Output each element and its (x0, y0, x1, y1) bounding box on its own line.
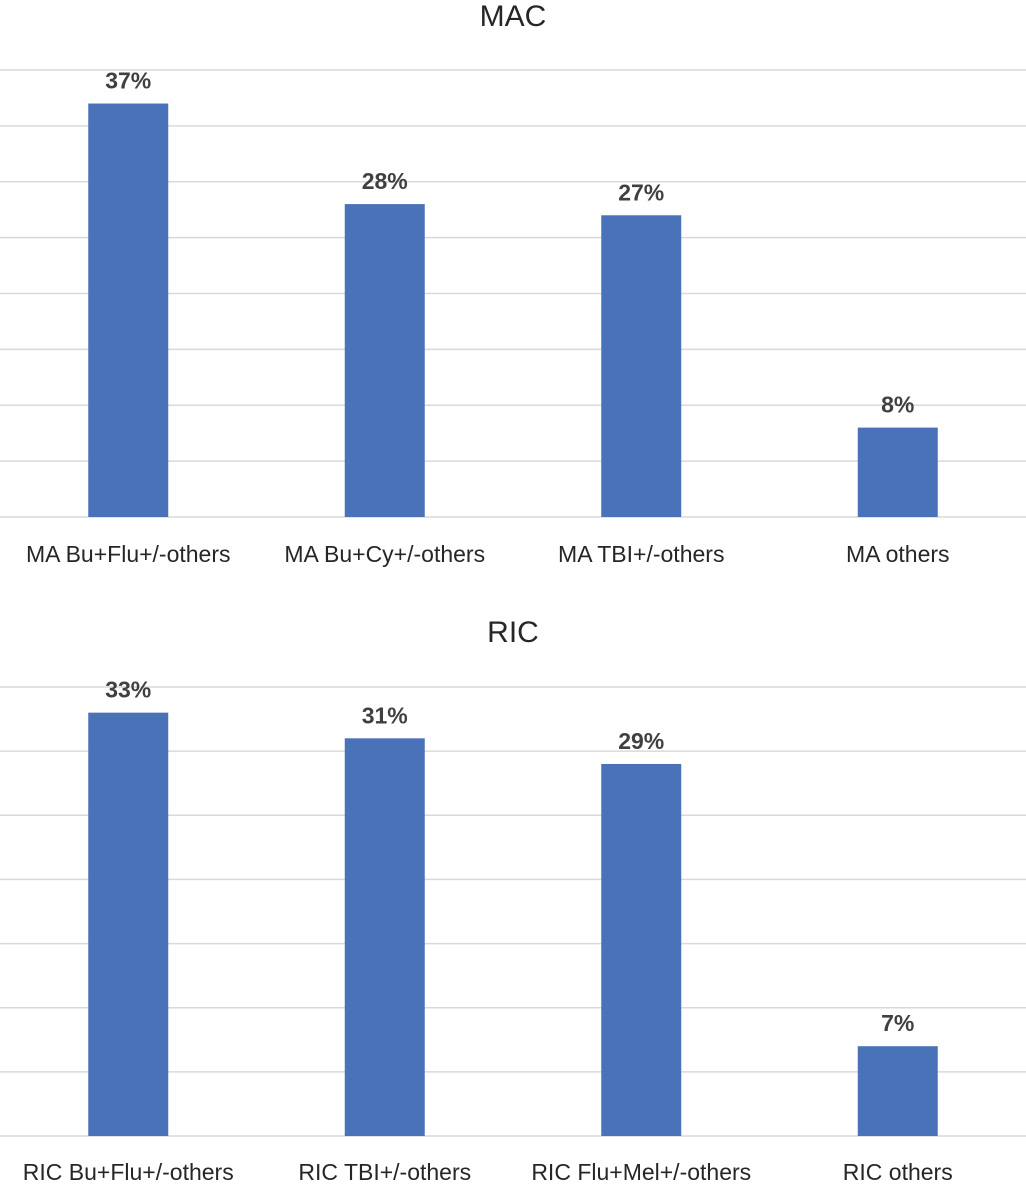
bar-value-label: 8% (881, 392, 914, 418)
mac-chart-title: MAC (480, 0, 547, 33)
bar (601, 763, 682, 1136)
bar (344, 738, 425, 1136)
bar (344, 204, 425, 517)
bar-value-label: 37% (105, 68, 151, 94)
category-label: MA Bu+Cy+/-others (284, 541, 485, 567)
bar (601, 215, 682, 517)
bar-value-label: 33% (105, 677, 151, 703)
bar (857, 1046, 938, 1136)
bar-value-label: 29% (618, 728, 664, 754)
category-label: RIC Flu+Mel+/-others (531, 1159, 751, 1185)
bar-value-label: 28% (362, 168, 408, 194)
bar (88, 712, 169, 1136)
bar (88, 103, 169, 518)
ric-chart-title: RIC (487, 616, 539, 649)
bar-value-label: 27% (618, 179, 664, 205)
bar (857, 427, 938, 517)
category-label: MA others (846, 541, 950, 567)
category-label: MA TBI+/-others (558, 541, 724, 567)
ric-chart-svg: RIC 33% RIC Bu+Flu+/-others 31% RIC TBI+/-o… (0, 616, 1026, 1185)
category-label: RIC Bu+Flu+/-others (23, 1159, 234, 1185)
bar-value-label: 7% (881, 1010, 914, 1036)
category-label: RIC others (843, 1159, 953, 1185)
ric-chart: RIC 33% RIC Bu+Flu+/-others 31% RIC TBI+/-o… (0, 600, 1026, 1185)
category-label: RIC TBI+/-others (298, 1159, 471, 1185)
mac-chart: MAC 37% MA Bu+Flu+/-others 28% MA Bu+Cy+/-o… (0, 0, 1026, 585)
bar-value-label: 31% (362, 702, 408, 728)
mac-chart-svg: MAC 37% MA Bu+Flu+/-others 28% MA Bu+Cy+/-o… (0, 0, 1026, 567)
category-label: MA Bu+Flu+/-others (26, 541, 231, 567)
